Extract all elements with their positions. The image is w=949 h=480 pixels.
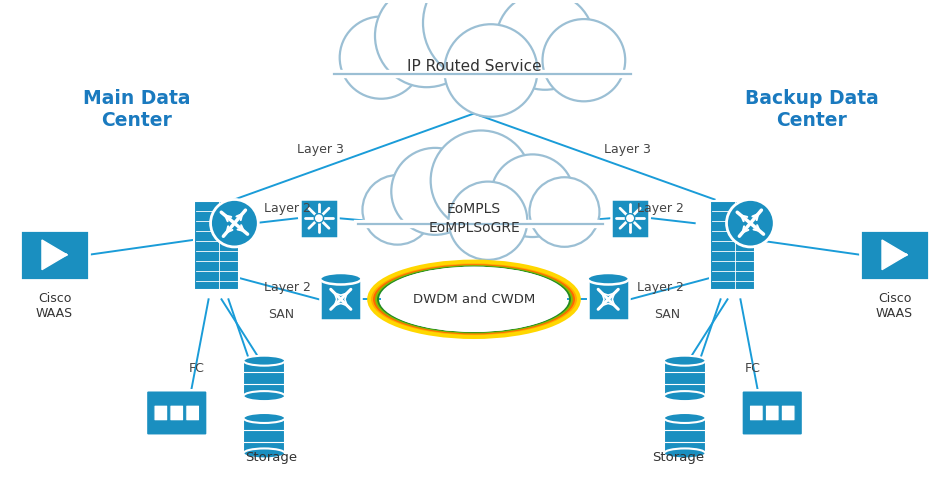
Polygon shape bbox=[398, 180, 565, 221]
Ellipse shape bbox=[664, 356, 706, 366]
FancyBboxPatch shape bbox=[146, 390, 208, 436]
Circle shape bbox=[496, 0, 594, 90]
Polygon shape bbox=[381, 23, 584, 71]
Ellipse shape bbox=[320, 273, 362, 285]
Text: FC: FC bbox=[189, 362, 205, 375]
FancyBboxPatch shape bbox=[320, 279, 362, 320]
Circle shape bbox=[530, 177, 600, 247]
Text: Layer 2: Layer 2 bbox=[264, 281, 311, 294]
Ellipse shape bbox=[243, 391, 285, 401]
FancyBboxPatch shape bbox=[186, 405, 199, 421]
Ellipse shape bbox=[587, 273, 629, 285]
Text: DWDM and CWDM: DWDM and CWDM bbox=[413, 293, 535, 306]
Text: Backup Data
Center: Backup Data Center bbox=[745, 89, 879, 130]
Circle shape bbox=[423, 0, 542, 82]
FancyBboxPatch shape bbox=[781, 405, 795, 421]
Text: Layer 3: Layer 3 bbox=[604, 143, 650, 156]
Text: Layer 3: Layer 3 bbox=[297, 143, 344, 156]
Circle shape bbox=[491, 155, 574, 237]
Text: Layer 2: Layer 2 bbox=[637, 202, 684, 215]
Circle shape bbox=[727, 200, 774, 247]
Text: SAN: SAN bbox=[268, 308, 294, 321]
Ellipse shape bbox=[664, 448, 706, 458]
Circle shape bbox=[625, 214, 635, 223]
Text: Cisco
WAAS: Cisco WAAS bbox=[876, 292, 913, 320]
Text: FC: FC bbox=[744, 362, 760, 375]
Circle shape bbox=[211, 200, 258, 247]
Text: Layer 2: Layer 2 bbox=[264, 202, 311, 215]
Circle shape bbox=[449, 181, 528, 260]
Text: Layer 2: Layer 2 bbox=[637, 281, 684, 294]
FancyBboxPatch shape bbox=[664, 418, 706, 454]
FancyBboxPatch shape bbox=[194, 202, 239, 290]
Ellipse shape bbox=[664, 391, 706, 401]
Text: IP Routed Service: IP Routed Service bbox=[407, 59, 541, 73]
FancyBboxPatch shape bbox=[300, 199, 338, 238]
Circle shape bbox=[314, 214, 324, 223]
Text: Storage: Storage bbox=[245, 451, 297, 464]
Ellipse shape bbox=[243, 356, 285, 366]
Text: Storage: Storage bbox=[652, 451, 704, 464]
Ellipse shape bbox=[664, 413, 706, 423]
Circle shape bbox=[375, 0, 478, 87]
Text: SAN: SAN bbox=[654, 308, 679, 321]
FancyBboxPatch shape bbox=[611, 199, 649, 238]
Text: EoMPLS
EoMPLSoGRE: EoMPLS EoMPLSoGRE bbox=[428, 202, 520, 235]
FancyBboxPatch shape bbox=[170, 405, 184, 421]
FancyBboxPatch shape bbox=[741, 390, 803, 436]
Ellipse shape bbox=[381, 267, 567, 332]
FancyBboxPatch shape bbox=[664, 360, 706, 396]
FancyBboxPatch shape bbox=[20, 230, 89, 279]
Ellipse shape bbox=[243, 413, 285, 423]
FancyBboxPatch shape bbox=[765, 405, 779, 421]
FancyBboxPatch shape bbox=[243, 418, 285, 454]
Circle shape bbox=[431, 131, 531, 230]
Ellipse shape bbox=[243, 448, 285, 458]
Polygon shape bbox=[42, 240, 67, 270]
Text: Main Data
Center: Main Data Center bbox=[84, 89, 191, 130]
Text: Cisco
WAAS: Cisco WAAS bbox=[36, 292, 73, 320]
FancyBboxPatch shape bbox=[243, 360, 285, 396]
FancyBboxPatch shape bbox=[154, 405, 168, 421]
Circle shape bbox=[363, 175, 433, 245]
Polygon shape bbox=[882, 240, 907, 270]
FancyBboxPatch shape bbox=[860, 230, 929, 279]
Circle shape bbox=[444, 24, 537, 117]
FancyBboxPatch shape bbox=[710, 202, 755, 290]
Circle shape bbox=[543, 19, 625, 101]
Circle shape bbox=[391, 148, 479, 235]
FancyBboxPatch shape bbox=[587, 279, 629, 320]
FancyBboxPatch shape bbox=[750, 405, 763, 421]
Circle shape bbox=[340, 16, 422, 99]
